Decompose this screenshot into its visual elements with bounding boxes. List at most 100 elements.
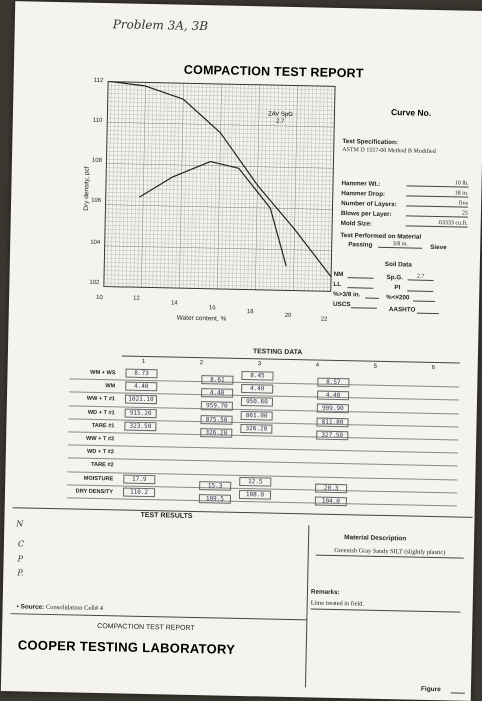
grid-line — [103, 274, 332, 280]
table-cell: 8.73 — [125, 368, 158, 379]
x-tick-label: 20 — [284, 312, 292, 320]
y-tick-label: 102 — [89, 279, 100, 286]
column-header: 3 — [257, 361, 262, 368]
spg-value: 2.7 — [407, 273, 434, 281]
table-cell — [316, 457, 348, 458]
x-tick-label: 10 — [96, 294, 103, 302]
hammer-drop-value: 18 in. — [406, 189, 469, 198]
row-label: WW + T #2 — [85, 435, 115, 443]
ll-line — [347, 287, 374, 289]
table-cell — [240, 463, 272, 464]
spg-label: Sp.G. — [386, 273, 404, 282]
ll-label: LL — [333, 280, 342, 289]
x-tick-label: 12 — [133, 295, 140, 302]
grid-line — [106, 154, 335, 161]
problem-note: Problem 3A, 3B — [112, 17, 209, 34]
pi-line — [407, 290, 434, 292]
compaction-chart — [103, 81, 336, 292]
table-cell — [356, 439, 388, 440]
uscs-line — [350, 307, 377, 309]
y-tick-label: 104 — [90, 239, 101, 246]
table-cell — [357, 413, 389, 414]
row-label: TARE #2 — [90, 462, 114, 469]
table-cell — [432, 459, 464, 460]
grid-line — [105, 200, 334, 206]
table-cell: 17.9 — [123, 474, 156, 484]
hammer-wt-label: Hammer Wt.: — [341, 180, 381, 188]
source-label: Source: — [20, 603, 45, 611]
table-cell — [356, 466, 388, 467]
mold-label: Mold Size: — [340, 220, 372, 228]
x-tick-label: 16 — [208, 305, 216, 312]
table-cell — [356, 453, 388, 454]
table-cell: 950.60 — [240, 397, 274, 408]
table-cell — [432, 446, 464, 447]
sieve-label: Sieve — [430, 243, 447, 252]
curve-number-label: Curve No. — [390, 107, 432, 118]
column-header: 4 — [315, 362, 320, 369]
column-header: 2 — [199, 360, 204, 367]
grid-line — [107, 93, 336, 99]
table-cell — [200, 454, 232, 455]
grid-line — [107, 101, 336, 107]
lab-name: COOPER TESTING LABORATORY — [17, 637, 236, 657]
row-label: WD + T #2 — [86, 448, 114, 456]
grid-line — [103, 282, 332, 288]
row-label: DRY DENSITY — [75, 488, 114, 496]
y-tick-label: 106 — [91, 197, 102, 204]
grid-line — [104, 237, 333, 243]
pct-200-label: %<#200 — [386, 293, 410, 302]
grid-line — [106, 126, 335, 132]
table-cell — [316, 470, 348, 471]
grid-line — [107, 105, 336, 111]
chart-frame — [103, 81, 336, 292]
footer-divider — [10, 613, 307, 621]
table-cell: 4.40 — [125, 381, 158, 392]
nm-line — [347, 277, 374, 279]
y-tick-label: 108 — [91, 157, 103, 165]
grid-line — [106, 150, 335, 157]
grid-line — [106, 134, 335, 140]
pct-38-label: %>3/8 in. — [333, 290, 361, 299]
testing-data-table: 1 2 3 4 5 6 WM + WS 8.73 8.61 8.45 8.57 WM 4.4… — [66, 354, 460, 512]
table-cell — [433, 420, 465, 421]
row-label: WM + WS — [90, 369, 116, 377]
grid-line — [106, 138, 335, 144]
table-cell: 12.5 — [239, 476, 272, 487]
chart-series — [107, 81, 333, 278]
grid-line — [105, 179, 334, 185]
table-cell — [124, 461, 156, 462]
source-line: • Source: Consolidation Cell# 4 — [17, 603, 104, 612]
soil-data-title: Soil Data — [384, 260, 412, 269]
passing-label: Passing — [348, 241, 373, 249]
grid-line — [104, 208, 333, 214]
remarks-label: Remarks: — [310, 588, 340, 597]
source-value: Consolidation Cell# 4 — [45, 603, 104, 613]
table-cell — [240, 450, 272, 451]
aashto-line — [416, 312, 439, 315]
performed-label: Test Performed on Material — [340, 232, 422, 241]
grid-line — [105, 159, 334, 165]
table-cell — [432, 433, 464, 434]
grid-line — [104, 220, 333, 227]
grid-line — [107, 97, 336, 103]
grid-line — [104, 249, 333, 256]
zav-curve — [107, 81, 333, 278]
grid-line — [104, 233, 333, 239]
grid-line — [104, 241, 333, 247]
grid-line — [107, 109, 335, 115]
grid-line — [105, 187, 334, 194]
table-cell — [356, 426, 388, 427]
row-label: MOISTURE — [83, 475, 114, 482]
y-tick-label: 110 — [92, 117, 103, 125]
mold-value: .03333 cu.ft. — [405, 219, 468, 228]
test-spec-label: Test Specification: — [342, 138, 399, 147]
x-tick-label: 14 — [170, 300, 178, 307]
grid-line — [104, 212, 333, 218]
table-cell — [355, 479, 387, 480]
table-cell — [200, 468, 232, 469]
blows-value: 25 — [405, 209, 468, 218]
table-cell: 326.20 — [240, 423, 273, 434]
grid-line — [103, 278, 332, 284]
table-cell — [124, 435, 156, 436]
